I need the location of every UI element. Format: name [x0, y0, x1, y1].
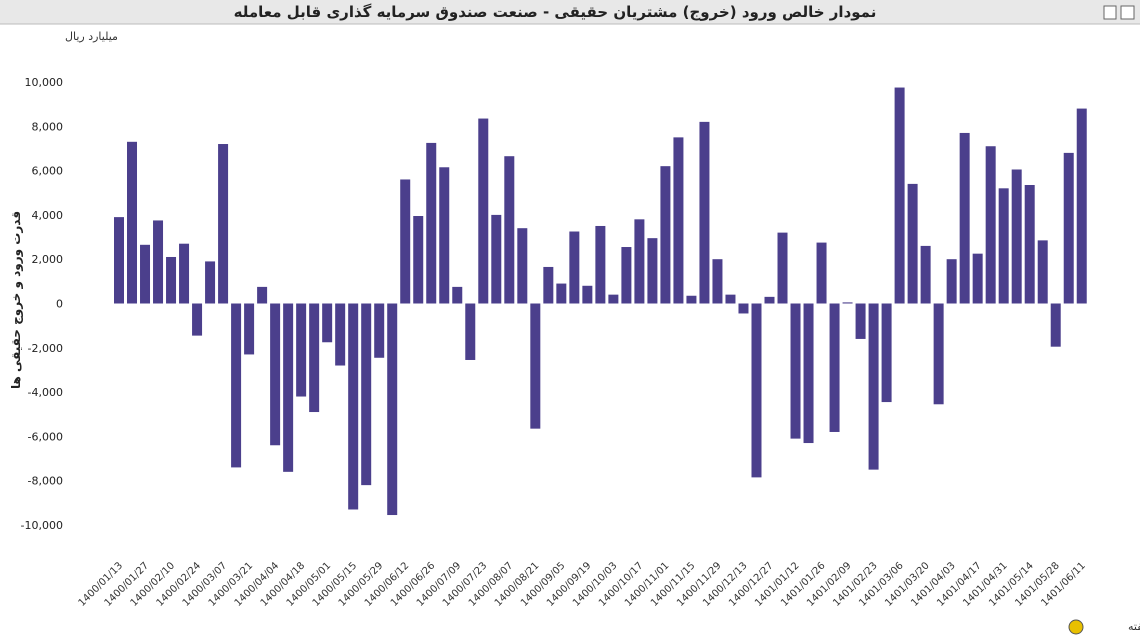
- bar: [712, 259, 723, 304]
- bar: [660, 166, 671, 304]
- bar: [634, 219, 645, 304]
- bar: [894, 87, 905, 304]
- x-axis-label: هفته: [1128, 620, 1140, 633]
- bar: [361, 303, 372, 486]
- bar: [491, 214, 502, 304]
- save-icon[interactable]: [1103, 5, 1117, 20]
- bar: [868, 303, 879, 470]
- bar: [621, 247, 632, 304]
- bar: [985, 146, 996, 304]
- bar: [400, 179, 411, 304]
- y-tick-label: 6,000: [32, 165, 64, 178]
- bar: [842, 302, 853, 304]
- refresh-icon[interactable]: [1068, 619, 1084, 635]
- bar: [725, 294, 736, 304]
- bar: [114, 217, 124, 304]
- bar: [335, 303, 346, 366]
- y-axis-label: قدرت ورود و خروج حقیقی ها: [9, 211, 24, 389]
- chart-title: نمودار خالص ورود (خروج) مشتریان حقیقی - …: [234, 3, 877, 21]
- bar: [530, 303, 541, 429]
- bar: [257, 286, 268, 304]
- print-icon[interactable]: [1120, 5, 1135, 20]
- bar: [946, 259, 957, 304]
- bar: [127, 141, 138, 304]
- bar: [933, 303, 944, 405]
- bar: [803, 303, 814, 444]
- bar: [543, 266, 554, 304]
- bar: [738, 303, 749, 314]
- bar: [751, 303, 762, 478]
- bar: [374, 303, 385, 358]
- bar: [1011, 169, 1022, 304]
- bar: [517, 228, 528, 304]
- bar: [387, 303, 398, 516]
- y-tick-label: 0: [56, 298, 63, 311]
- bar: [153, 220, 164, 304]
- bar: [348, 303, 359, 510]
- bar: [205, 261, 216, 304]
- bar: [296, 303, 307, 397]
- bar: [1076, 108, 1087, 304]
- bar: [231, 303, 242, 468]
- bar: [907, 183, 918, 304]
- y-tick-label: 4,000: [32, 209, 64, 222]
- bar: [426, 142, 437, 304]
- bar: [504, 156, 515, 304]
- bar: [556, 283, 567, 304]
- bar: [998, 188, 1009, 304]
- bar: [829, 303, 840, 432]
- bar: [465, 303, 476, 360]
- bar: [218, 144, 229, 304]
- bar: [764, 296, 775, 304]
- y-tick-label: 2,000: [32, 253, 64, 266]
- bar: [686, 295, 697, 304]
- bar: [283, 303, 294, 472]
- bar: [270, 303, 281, 446]
- bar: [608, 294, 619, 304]
- bar: [309, 303, 320, 413]
- unit-label: میلیارد ریال: [65, 30, 118, 43]
- bar: [595, 225, 606, 304]
- y-tick-label: -4,000: [28, 386, 63, 399]
- bar: [244, 303, 255, 355]
- bar: [647, 238, 658, 304]
- bar: [1024, 184, 1035, 304]
- title-bar: [0, 0, 1140, 24]
- bar: [777, 232, 788, 304]
- bar: [881, 303, 892, 403]
- bar: [816, 242, 827, 304]
- bar: [478, 118, 489, 304]
- bar: [140, 244, 151, 304]
- bar: [972, 253, 983, 304]
- bar: [920, 245, 931, 304]
- y-tick-label: -8,000: [28, 475, 63, 488]
- bar: [790, 303, 801, 439]
- bar: [192, 303, 203, 336]
- bar: [452, 286, 463, 304]
- y-tick-label: 8,000: [32, 120, 64, 133]
- bar: [1037, 240, 1048, 304]
- bar: [413, 216, 424, 304]
- bar: [959, 132, 970, 304]
- y-tick-label: -10,000: [21, 519, 63, 532]
- bar: [855, 303, 866, 339]
- bar: [322, 303, 333, 343]
- bar: [166, 256, 177, 304]
- bar: [439, 167, 450, 304]
- y-tick-label: 10,000: [25, 76, 64, 89]
- bar: [1050, 303, 1061, 347]
- bar: [179, 243, 190, 304]
- bar: [569, 231, 580, 304]
- y-tick-label: -6,000: [28, 430, 63, 443]
- y-tick-label: -2,000: [28, 342, 63, 355]
- bar: [582, 285, 593, 304]
- bar: [699, 121, 710, 304]
- bar: [673, 137, 684, 304]
- bar: [1063, 152, 1074, 304]
